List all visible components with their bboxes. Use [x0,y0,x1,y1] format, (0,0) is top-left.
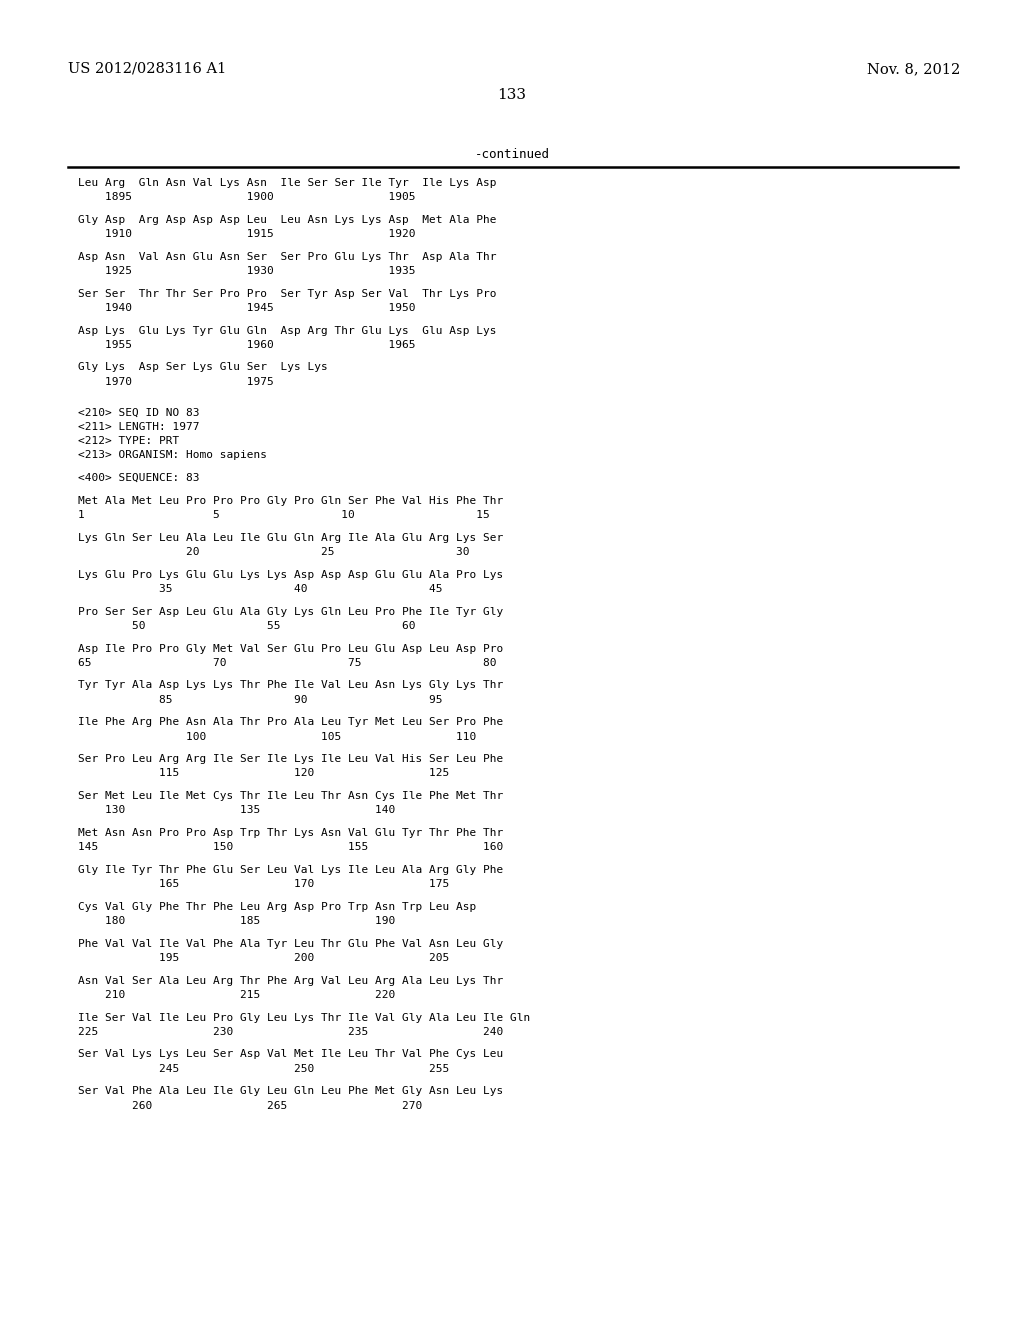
Text: Phe Val Val Ile Val Phe Ala Tyr Leu Thr Glu Phe Val Asn Leu Gly: Phe Val Val Ile Val Phe Ala Tyr Leu Thr … [78,939,503,949]
Text: 50                  55                  60: 50 55 60 [78,620,416,631]
Text: <400> SEQUENCE: 83: <400> SEQUENCE: 83 [78,473,200,483]
Text: 35                  40                  45: 35 40 45 [78,583,442,594]
Text: <213> ORGANISM: Homo sapiens: <213> ORGANISM: Homo sapiens [78,450,267,461]
Text: Asn Val Ser Ala Leu Arg Thr Phe Arg Val Leu Arg Ala Leu Lys Thr: Asn Val Ser Ala Leu Arg Thr Phe Arg Val … [78,975,503,986]
Text: 100                 105                 110: 100 105 110 [78,731,476,742]
Text: 210                 215                 220: 210 215 220 [78,990,395,999]
Text: Nov. 8, 2012: Nov. 8, 2012 [866,62,961,77]
Text: 145                 150                 155                 160: 145 150 155 160 [78,842,503,853]
Text: 130                 135                 140: 130 135 140 [78,805,395,816]
Text: 85                  90                  95: 85 90 95 [78,694,442,705]
Text: 65                  70                  75                  80: 65 70 75 80 [78,657,497,668]
Text: 115                 120                 125: 115 120 125 [78,768,450,779]
Text: 133: 133 [498,88,526,102]
Text: Gly Lys  Asp Ser Lys Glu Ser  Lys Lys: Gly Lys Asp Ser Lys Glu Ser Lys Lys [78,363,328,372]
Text: 1895                 1900                 1905: 1895 1900 1905 [78,193,416,202]
Text: Lys Gln Ser Leu Ala Leu Ile Glu Gln Arg Ile Ala Glu Arg Lys Ser: Lys Gln Ser Leu Ala Leu Ile Glu Gln Arg … [78,533,503,543]
Text: 225                 230                 235                 240: 225 230 235 240 [78,1027,503,1036]
Text: 1                   5                  10                  15: 1 5 10 15 [78,510,489,520]
Text: Leu Arg  Gln Asn Val Lys Asn  Ile Ser Ser Ile Tyr  Ile Lys Asp: Leu Arg Gln Asn Val Lys Asn Ile Ser Ser … [78,178,497,187]
Text: 1970                 1975: 1970 1975 [78,376,273,387]
Text: Asp Asn  Val Asn Glu Asn Ser  Ser Pro Glu Lys Thr  Asp Ala Thr: Asp Asn Val Asn Glu Asn Ser Ser Pro Glu … [78,252,497,261]
Text: US 2012/0283116 A1: US 2012/0283116 A1 [68,62,226,77]
Text: 195                 200                 205: 195 200 205 [78,953,450,962]
Text: Lys Glu Pro Lys Glu Glu Lys Lys Asp Asp Asp Glu Glu Ala Pro Lys: Lys Glu Pro Lys Glu Glu Lys Lys Asp Asp … [78,570,503,579]
Text: 20                  25                  30: 20 25 30 [78,546,469,557]
Text: 165                 170                 175: 165 170 175 [78,879,450,890]
Text: Ser Pro Leu Arg Arg Ile Ser Ile Lys Ile Leu Val His Ser Leu Phe: Ser Pro Leu Arg Arg Ile Ser Ile Lys Ile … [78,754,503,764]
Text: 1925                 1930                 1935: 1925 1930 1935 [78,267,416,276]
Text: 1940                 1945                 1950: 1940 1945 1950 [78,302,416,313]
Text: Gly Ile Tyr Thr Phe Glu Ser Leu Val Lys Ile Leu Ala Arg Gly Phe: Gly Ile Tyr Thr Phe Glu Ser Leu Val Lys … [78,865,503,875]
Text: -continued: -continued [474,148,550,161]
Text: 260                 265                 270: 260 265 270 [78,1101,422,1110]
Text: 1955                 1960                 1965: 1955 1960 1965 [78,339,416,350]
Text: Ser Val Phe Ala Leu Ile Gly Leu Gln Leu Phe Met Gly Asn Leu Lys: Ser Val Phe Ala Leu Ile Gly Leu Gln Leu … [78,1086,503,1097]
Text: <212> TYPE: PRT: <212> TYPE: PRT [78,437,179,446]
Text: <211> LENGTH: 1977: <211> LENGTH: 1977 [78,422,200,432]
Text: Ile Ser Val Ile Leu Pro Gly Leu Lys Thr Ile Val Gly Ala Leu Ile Gln: Ile Ser Val Ile Leu Pro Gly Leu Lys Thr … [78,1012,530,1023]
Text: Ser Ser  Thr Thr Ser Pro Pro  Ser Tyr Asp Ser Val  Thr Lys Pro: Ser Ser Thr Thr Ser Pro Pro Ser Tyr Asp … [78,289,497,298]
Text: 245                 250                 255: 245 250 255 [78,1064,450,1073]
Text: <210> SEQ ID NO 83: <210> SEQ ID NO 83 [78,408,200,418]
Text: Cys Val Gly Phe Thr Phe Leu Arg Asp Pro Trp Asn Trp Leu Asp: Cys Val Gly Phe Thr Phe Leu Arg Asp Pro … [78,902,476,912]
Text: Ser Met Leu Ile Met Cys Thr Ile Leu Thr Asn Cys Ile Phe Met Thr: Ser Met Leu Ile Met Cys Thr Ile Leu Thr … [78,791,503,801]
Text: Ser Val Lys Lys Leu Ser Asp Val Met Ile Leu Thr Val Phe Cys Leu: Ser Val Lys Lys Leu Ser Asp Val Met Ile … [78,1049,503,1060]
Text: 180                 185                 190: 180 185 190 [78,916,395,927]
Text: Pro Ser Ser Asp Leu Glu Ala Gly Lys Gln Leu Pro Phe Ile Tyr Gly: Pro Ser Ser Asp Leu Glu Ala Gly Lys Gln … [78,607,503,616]
Text: 1910                 1915                 1920: 1910 1915 1920 [78,230,416,239]
Text: Asp Ile Pro Pro Gly Met Val Ser Glu Pro Leu Glu Asp Leu Asp Pro: Asp Ile Pro Pro Gly Met Val Ser Glu Pro … [78,644,503,653]
Text: Met Asn Asn Pro Pro Asp Trp Thr Lys Asn Val Glu Tyr Thr Phe Thr: Met Asn Asn Pro Pro Asp Trp Thr Lys Asn … [78,828,503,838]
Text: Met Ala Met Leu Pro Pro Pro Gly Pro Gln Ser Phe Val His Phe Thr: Met Ala Met Leu Pro Pro Pro Gly Pro Gln … [78,496,503,506]
Text: Asp Lys  Glu Lys Tyr Glu Gln  Asp Arg Thr Glu Lys  Glu Asp Lys: Asp Lys Glu Lys Tyr Glu Gln Asp Arg Thr … [78,326,497,335]
Text: Gly Asp  Arg Asp Asp Asp Leu  Leu Asn Lys Lys Asp  Met Ala Phe: Gly Asp Arg Asp Asp Asp Leu Leu Asn Lys … [78,215,497,224]
Text: Tyr Tyr Ala Asp Lys Lys Thr Phe Ile Val Leu Asn Lys Gly Lys Thr: Tyr Tyr Ala Asp Lys Lys Thr Phe Ile Val … [78,680,503,690]
Text: Ile Phe Arg Phe Asn Ala Thr Pro Ala Leu Tyr Met Leu Ser Pro Phe: Ile Phe Arg Phe Asn Ala Thr Pro Ala Leu … [78,717,503,727]
